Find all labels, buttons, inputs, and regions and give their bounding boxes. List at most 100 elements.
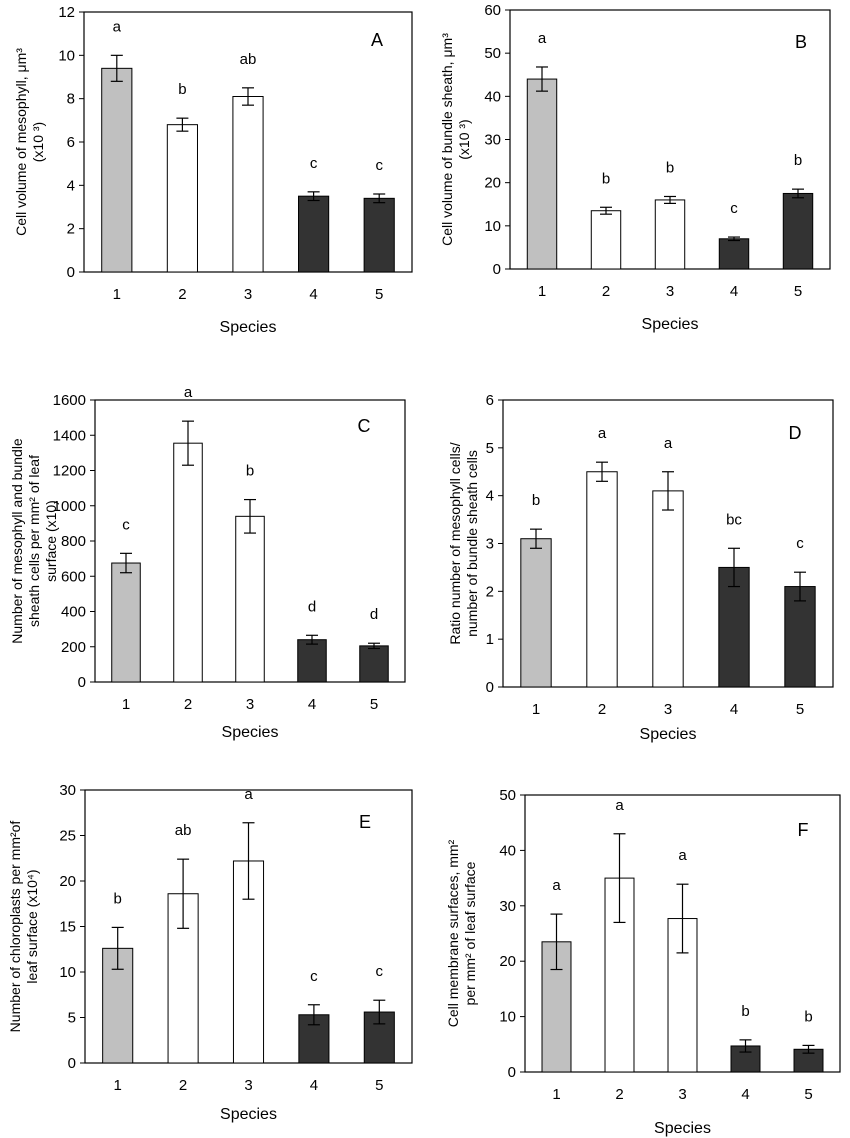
y-tick-label: 1200 [53, 463, 86, 480]
chart-panel-d: 0 1 2 3 4 5 6 b 1 a 2 a 3 bc 4 c 5 Species Ratio number of… [447, 392, 834, 743]
significance-letter: ab [175, 822, 192, 839]
y-tick-label: 4 [486, 488, 494, 505]
y-tick-label: 3 [486, 536, 494, 553]
chart-panel-a: 0 2 4 6 8 10 12 a 1 b 2 ab 3 c 4 c 5 Species Cell volume o… [13, 4, 413, 336]
significance-letter: b [246, 463, 254, 480]
x-tick-label: 1 [538, 283, 546, 300]
bar-species-1 [101, 67, 133, 273]
bar-species-4 [718, 238, 750, 270]
x-tick-label: 4 [730, 283, 738, 300]
y-tick-label: 0 [508, 1064, 516, 1081]
significance-letter: b [178, 81, 186, 98]
y-tick-label: 1600 [53, 392, 86, 409]
x-tick-label: 2 [178, 286, 186, 303]
significance-letter: d [370, 606, 378, 623]
x-axis-label: Species [220, 319, 277, 336]
y-tick-label: 10 [484, 218, 501, 235]
x-tick-label: 2 [184, 696, 192, 713]
x-tick-label: 1 [122, 696, 130, 713]
y-tick-label: 15 [59, 919, 76, 936]
x-tick-label: 4 [741, 1086, 749, 1103]
x-tick-label: 5 [804, 1086, 812, 1103]
panel-label: B [795, 32, 807, 52]
bar-species-5 [363, 197, 395, 273]
x-axis-label: Species [654, 1120, 711, 1137]
bar-species-3 [235, 515, 265, 683]
y-tick-label: 20 [484, 175, 501, 192]
y-tick-label: 12 [58, 4, 75, 21]
x-tick-label: 4 [730, 701, 738, 718]
significance-letter: b [114, 890, 122, 907]
bar-species-2 [590, 210, 622, 270]
significance-letter: d [308, 598, 316, 615]
panel-label: D [789, 423, 802, 443]
bar-species-5 [782, 192, 814, 270]
y-tick-label: 200 [61, 639, 86, 656]
x-tick-label: 5 [375, 286, 383, 303]
x-tick-label: 3 [244, 286, 252, 303]
chart-panel-e: 0 5 10 15 20 25 30 b 1 ab 2 a 3 c 4 c 5 Species Number of … [7, 782, 413, 1123]
bar-species-3 [652, 490, 684, 688]
y-axis-label: Cell volume of bundle sheath, μm³ [439, 33, 455, 246]
significance-letter: c [310, 155, 318, 172]
significance-letter: b [532, 492, 540, 509]
y-tick-label: 40 [484, 88, 501, 105]
y-axis-label: number of bundle sheath cells [464, 450, 480, 637]
y-axis-label: sheath cells per mm² of leaf [26, 455, 42, 627]
y-tick-label: 1000 [53, 498, 86, 515]
x-tick-label: 4 [310, 1077, 318, 1094]
bar-species-2 [166, 124, 198, 273]
x-tick-label: 5 [794, 283, 802, 300]
significance-letter: b [741, 1003, 749, 1020]
significance-letter: a [244, 786, 253, 803]
bar-species-3 [654, 199, 686, 270]
y-axis-label: Ratio number of mesophyll cells/ [447, 442, 463, 644]
significance-letter: b [804, 1008, 812, 1025]
x-tick-label: 2 [598, 701, 606, 718]
bar-species-1 [111, 562, 141, 683]
chart-panel-c: 0 200 400 600 800 1000 1200 1400 1600 c 1 a 2 b 3 d 4 d 5 S… [9, 384, 406, 741]
x-tick-label: 1 [552, 1086, 560, 1103]
significance-letter: b [666, 159, 674, 176]
chart-panel-f: 0 10 20 30 40 50 a 1 a 2 a 3 b 4 b 5 Species Cell membran… [445, 787, 841, 1137]
y-tick-label: 30 [484, 132, 501, 149]
significance-letter: b [794, 152, 802, 169]
significance-letter: a [664, 435, 673, 452]
y-tick-label: 5 [486, 440, 494, 457]
y-axis-label: (x10 ³) [456, 119, 472, 159]
y-tick-label: 50 [499, 787, 516, 804]
y-tick-label: 1400 [53, 427, 86, 444]
y-axis-label: leaf surface (x10⁴) [24, 869, 40, 983]
y-axis-label: per mm² of leaf surface [462, 861, 478, 1005]
y-tick-label: 0 [78, 674, 86, 691]
significance-letter: c [796, 535, 804, 552]
significance-letter: c [730, 200, 738, 217]
significance-letter: b [602, 170, 610, 187]
significance-letter: c [375, 157, 383, 174]
bar-species-5 [359, 645, 389, 683]
y-tick-label: 50 [484, 45, 501, 62]
y-tick-label: 8 [67, 91, 75, 108]
x-tick-label: 2 [602, 283, 610, 300]
y-tick-label: 800 [61, 533, 86, 550]
x-tick-label: 3 [664, 701, 672, 718]
significance-letter: a [678, 847, 687, 864]
significance-letter: a [615, 797, 624, 814]
panel-label: C [358, 416, 371, 436]
chart-panel-b: 0 10 20 30 40 50 60 a 1 b 2 b 3 c 4 b 5 Species Cell volum… [439, 2, 831, 333]
x-axis-label: Species [220, 1106, 277, 1123]
y-tick-label: 5 [68, 1010, 76, 1027]
x-tick-label: 5 [796, 701, 804, 718]
y-axis-label: Cell membrane surfaces, mm² [445, 839, 461, 1027]
significance-letter: bc [726, 511, 742, 528]
significance-letter: ab [240, 51, 257, 68]
y-tick-label: 30 [499, 898, 516, 915]
x-tick-label: 4 [308, 696, 316, 713]
significance-letter: a [538, 30, 547, 47]
significance-letter: a [184, 384, 193, 401]
y-axis-label: Number of chloroplasts per mm²of [7, 821, 23, 1033]
y-tick-label: 400 [61, 604, 86, 621]
significance-letter: a [552, 877, 561, 894]
bar-species-2 [586, 471, 618, 688]
